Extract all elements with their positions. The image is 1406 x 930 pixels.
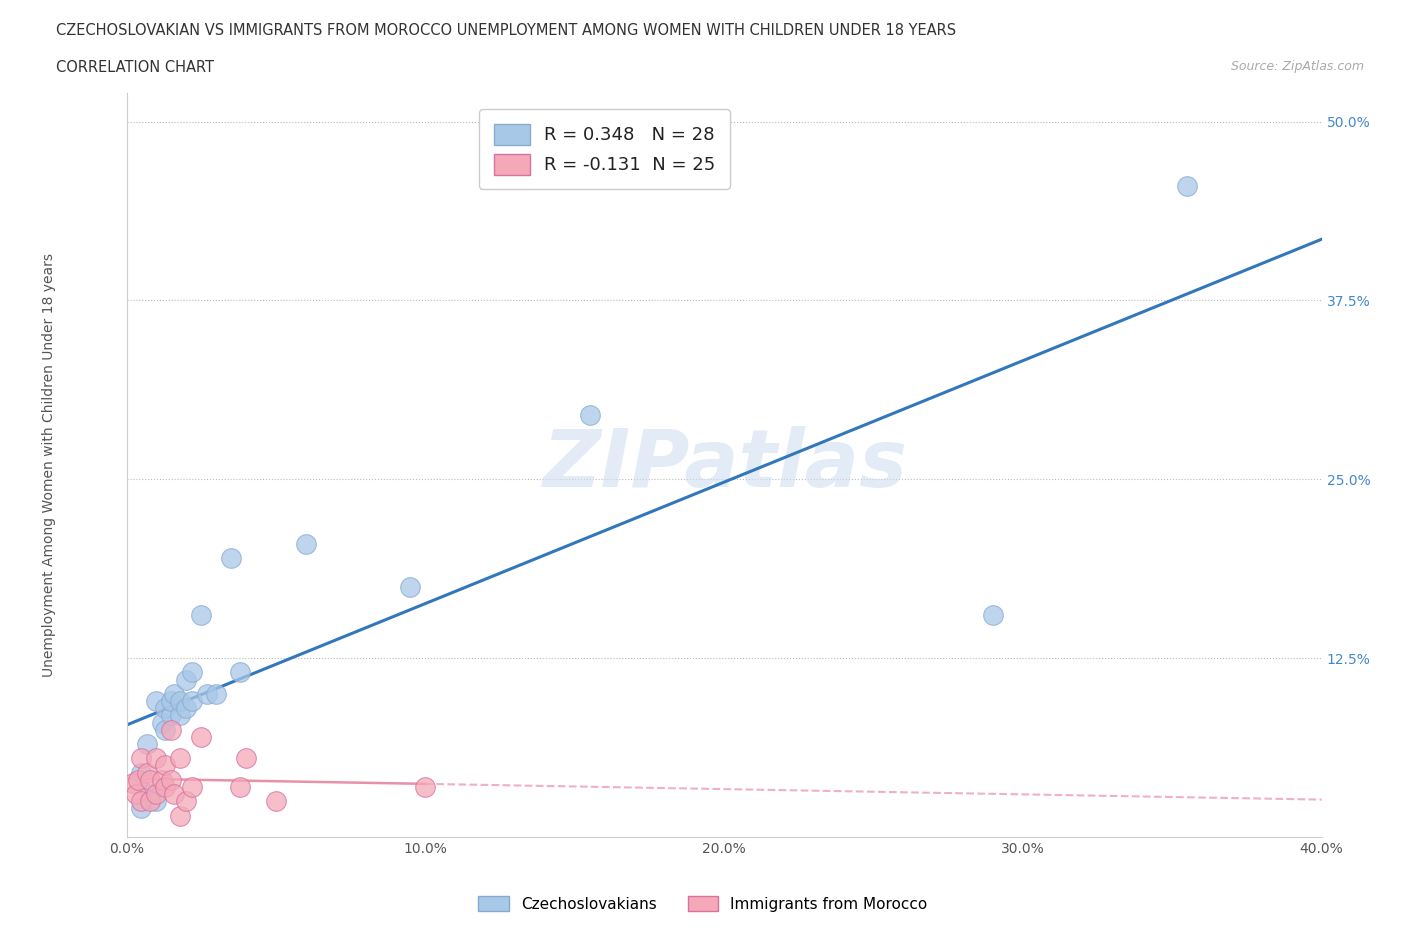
Point bbox=[145, 787, 167, 802]
Point bbox=[136, 765, 159, 780]
Point bbox=[127, 772, 149, 787]
Point bbox=[160, 723, 183, 737]
Point bbox=[229, 779, 252, 794]
Point bbox=[155, 723, 177, 737]
Point bbox=[264, 794, 287, 809]
Point bbox=[136, 737, 159, 751]
Point bbox=[981, 608, 1004, 623]
Point bbox=[169, 694, 191, 709]
Point bbox=[174, 672, 197, 687]
Point bbox=[169, 751, 191, 765]
Point bbox=[121, 776, 143, 790]
Point bbox=[155, 779, 177, 794]
Point bbox=[235, 751, 257, 765]
Text: Unemployment Among Women with Children Under 18 years: Unemployment Among Women with Children U… bbox=[42, 253, 56, 677]
Point bbox=[190, 608, 212, 623]
Point bbox=[190, 729, 212, 744]
Point bbox=[124, 787, 146, 802]
Point bbox=[578, 407, 600, 422]
Point bbox=[160, 708, 183, 723]
Point bbox=[163, 686, 186, 701]
Point bbox=[145, 751, 167, 765]
Point bbox=[169, 808, 191, 823]
Text: Source: ZipAtlas.com: Source: ZipAtlas.com bbox=[1230, 60, 1364, 73]
Point bbox=[181, 779, 204, 794]
Text: ZIPatlas: ZIPatlas bbox=[541, 426, 907, 504]
Point bbox=[131, 794, 153, 809]
Point bbox=[174, 701, 197, 716]
Point bbox=[415, 779, 437, 794]
Point bbox=[1175, 179, 1198, 193]
Point bbox=[131, 801, 153, 816]
Point bbox=[152, 772, 174, 787]
Point bbox=[155, 758, 177, 773]
Point bbox=[294, 537, 316, 551]
Point bbox=[205, 686, 228, 701]
Point bbox=[160, 772, 183, 787]
Point bbox=[195, 686, 218, 701]
Legend: Czechoslovakians, Immigrants from Morocco: Czechoslovakians, Immigrants from Morocc… bbox=[472, 889, 934, 918]
Point bbox=[152, 715, 174, 730]
Text: CORRELATION CHART: CORRELATION CHART bbox=[56, 60, 214, 75]
Point bbox=[155, 701, 177, 716]
Point bbox=[169, 708, 191, 723]
Point bbox=[229, 665, 252, 680]
Point bbox=[160, 694, 183, 709]
Point bbox=[181, 665, 204, 680]
Point bbox=[131, 751, 153, 765]
Point bbox=[145, 694, 167, 709]
Legend: R = 0.348   N = 28, R = -0.131  N = 25: R = 0.348 N = 28, R = -0.131 N = 25 bbox=[479, 110, 730, 189]
Point bbox=[139, 787, 162, 802]
Point bbox=[219, 551, 242, 565]
Text: CZECHOSLOVAKIAN VS IMMIGRANTS FROM MOROCCO UNEMPLOYMENT AMONG WOMEN WITH CHILDRE: CZECHOSLOVAKIAN VS IMMIGRANTS FROM MOROC… bbox=[56, 23, 956, 38]
Point bbox=[145, 794, 167, 809]
Point bbox=[131, 765, 153, 780]
Point bbox=[181, 694, 204, 709]
Point bbox=[139, 794, 162, 809]
Point bbox=[163, 787, 186, 802]
Point bbox=[174, 794, 197, 809]
Point bbox=[399, 579, 422, 594]
Point bbox=[139, 772, 162, 787]
